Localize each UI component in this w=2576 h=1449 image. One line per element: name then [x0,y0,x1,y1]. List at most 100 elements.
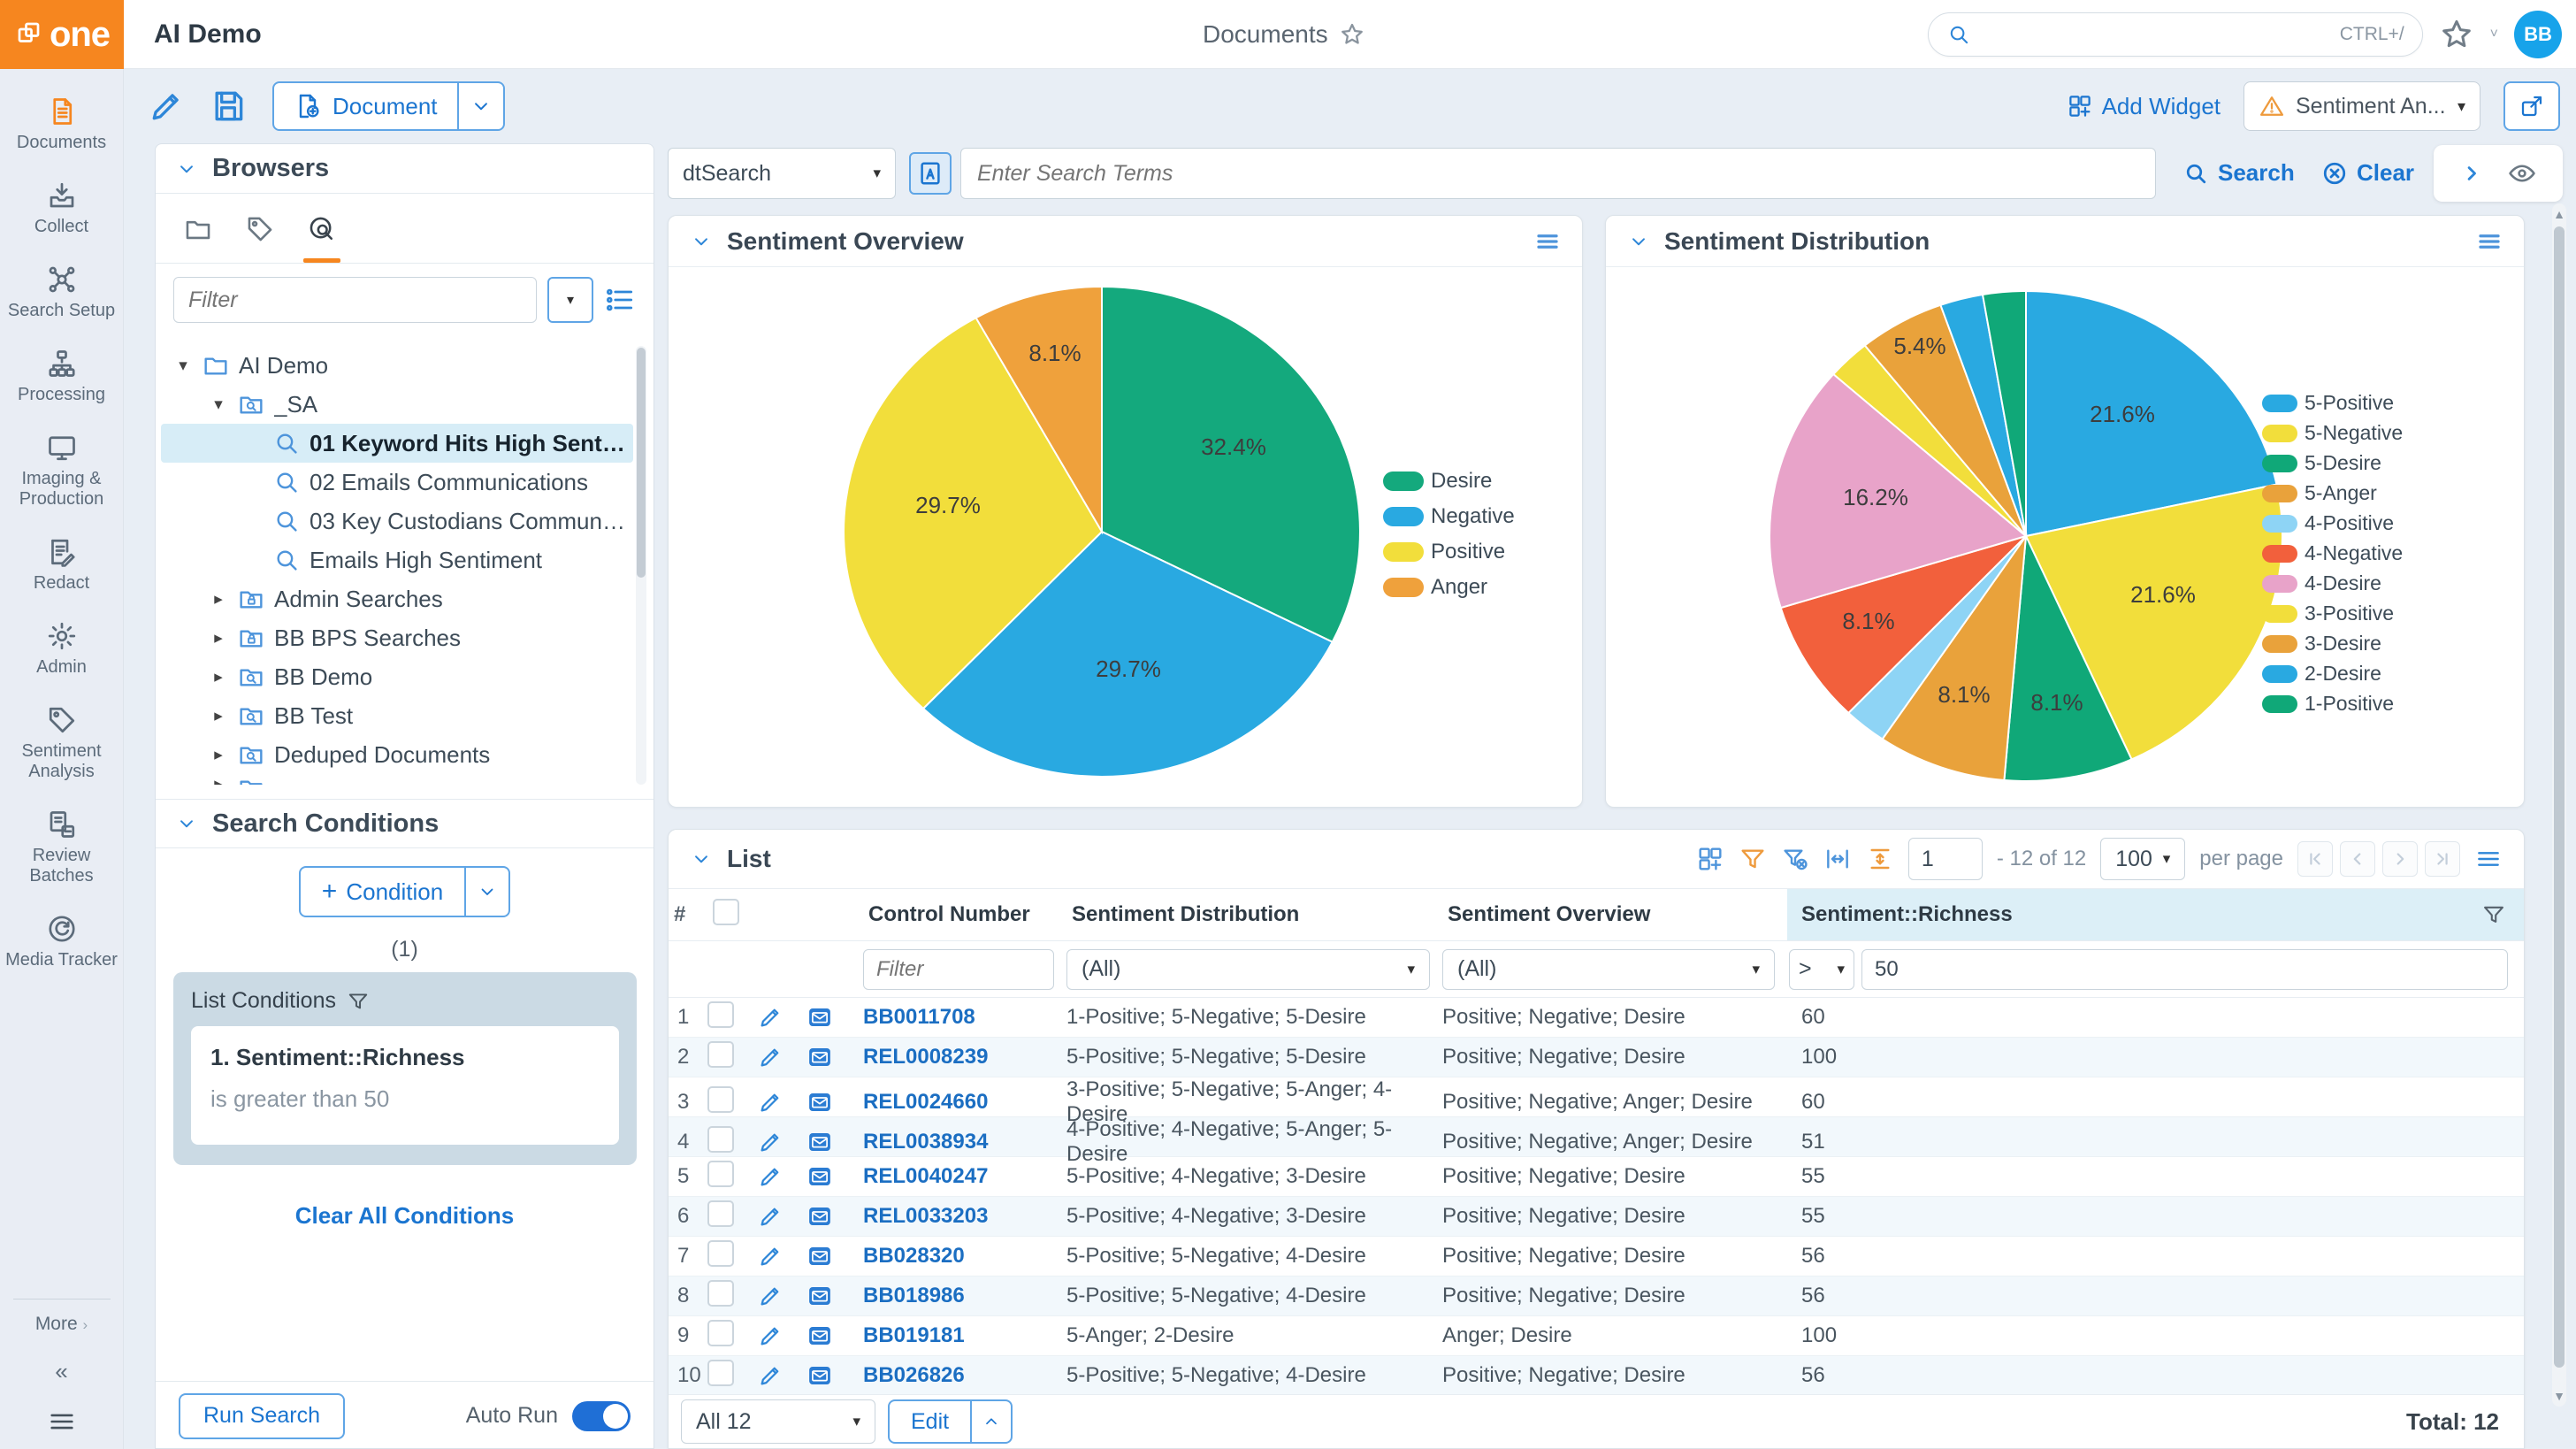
menu-icon[interactable] [47,1407,77,1437]
tree-filter-input[interactable] [173,277,537,323]
fit-height-icon[interactable] [1866,845,1894,873]
app-logo[interactable]: one [0,0,124,69]
column-index[interactable]: # [669,902,707,927]
edit-pencil-icon[interactable] [757,1283,784,1307]
tab-searches[interactable] [306,213,338,245]
edit-button-dropdown[interactable] [970,1401,1011,1442]
panel-menu-icon[interactable] [2476,228,2503,255]
column-control-number[interactable]: Control Number [863,902,1066,927]
run-search-link[interactable]: Search [2182,159,2295,187]
email-icon[interactable] [806,1129,833,1153]
email-icon[interactable] [806,1163,833,1187]
share-button[interactable] [2503,81,2560,131]
email-icon[interactable] [806,1004,833,1028]
document-type-dropdown[interactable] [457,83,503,129]
tree-item-sa[interactable]: ▾_SA [161,385,633,424]
rail-item-admin[interactable]: Admin [4,620,120,678]
main-scrollbar-thumb[interactable] [2554,226,2565,1368]
global-search[interactable]: CTRL+/ [1928,12,2423,57]
search-engine-select[interactable]: dtSearch ▾ [668,148,896,199]
pager-last-button[interactable] [2425,841,2460,877]
legend-item-4-desire[interactable]: 4-Desire [2262,571,2403,595]
legend-item-4-negative[interactable]: 4-Negative [2262,541,2403,565]
richness-operator-select[interactable]: >▾ [1789,949,1854,990]
email-icon[interactable] [806,1044,833,1068]
add-condition-main[interactable]: + Condition [301,868,464,916]
edit-pencil-icon[interactable] [757,1362,784,1386]
control-number-link[interactable]: REL0038934 [863,1130,1066,1154]
edit-pencil-icon[interactable] [147,87,186,126]
rail-item-more[interactable]: More › [35,1314,88,1335]
clear-search-link[interactable]: Clear [2321,159,2414,187]
edit-pencil-icon[interactable] [757,1163,784,1187]
column-sentiment-richness[interactable]: Sentiment::Richness [1787,889,2524,940]
scroll-down-icon[interactable]: ▼ [2552,1389,2566,1403]
edit-pencil-icon[interactable] [757,1243,784,1267]
rail-item-processing[interactable]: Processing [4,348,120,405]
panel-menu-icon[interactable] [1534,228,1561,255]
global-search-input[interactable] [1982,22,2329,47]
row-checkbox[interactable] [707,1280,734,1307]
row-checkbox[interactable] [707,1320,734,1346]
legend-item-negative[interactable]: Negative [1383,504,1515,529]
edit-button-label[interactable]: Edit [890,1401,970,1442]
document-type-main[interactable]: Document [274,83,457,129]
control-number-link[interactable]: REL0008239 [863,1045,1066,1070]
chevron-right-icon[interactable] [2459,161,2484,186]
legend-item-positive[interactable]: Positive [1383,540,1515,564]
main-scrollbar[interactable]: ▲ ▼ [2552,203,2566,1407]
tree-scrollbar[interactable] [636,346,646,785]
control-number-filter-input[interactable] [863,949,1054,990]
legend-item-3-desire[interactable]: 3-Desire [2262,632,2403,656]
row-checkbox[interactable] [707,1360,734,1386]
tree-item-item[interactable]: ▸ [161,774,633,785]
list-settings-icon[interactable] [604,284,636,316]
run-search-button[interactable]: Run Search [179,1393,345,1439]
fit-width-icon[interactable] [1823,845,1852,873]
control-number-link[interactable]: REL0040247 [863,1164,1066,1189]
chevron-down-icon[interactable] [690,847,713,870]
legend-item-2-desire[interactable]: 2-Desire [2262,662,2403,686]
email-icon[interactable] [806,1362,833,1386]
row-checkbox[interactable] [707,1200,734,1227]
legend-item-5-positive[interactable]: 5-Positive [2262,391,2403,415]
collapse-rail-button[interactable]: « [55,1358,67,1385]
rail-item-media-tracker[interactable]: Media Tracker [4,913,120,970]
edit-pencil-icon[interactable] [757,1004,784,1028]
tree-scrollbar-thumb[interactable] [637,348,646,578]
rail-item-documents[interactable]: Documents [4,96,120,153]
edit-pencil-icon[interactable] [757,1129,784,1153]
tree-item-bb-demo[interactable]: ▸BB Demo [161,657,633,696]
caret-right-icon[interactable]: ▸ [209,628,228,648]
rail-item-search-setup[interactable]: Search Setup [4,264,120,321]
email-icon[interactable] [806,1283,833,1307]
caret-right-icon[interactable]: ▸ [209,589,228,610]
edit-pencil-icon[interactable] [757,1203,784,1227]
scroll-up-icon[interactable]: ▲ [2552,207,2566,221]
filter-funnel-icon[interactable] [1739,845,1767,873]
row-checkbox[interactable] [707,1126,734,1153]
list-menu-icon[interactable] [2474,845,2503,873]
document-type-button[interactable]: Document [272,81,505,131]
legend-item-3-positive[interactable]: 3-Positive [2262,602,2403,625]
funnel-icon[interactable] [2481,902,2506,927]
caret-down-icon[interactable]: ▾ [209,395,228,415]
tab-tags[interactable] [244,213,276,245]
control-number-link[interactable]: REL0024660 [863,1090,1066,1115]
filter-dropdown-button[interactable]: ▾ [547,277,593,323]
save-icon[interactable] [209,87,248,126]
auto-run-toggle[interactable] [572,1401,631,1431]
tree-item-bb-test[interactable]: ▸BB Test [161,696,633,735]
widget-grid-icon[interactable] [1696,845,1724,873]
search-conditions-header[interactable]: Search Conditions [156,799,654,848]
sentiment-distribution-header[interactable]: Sentiment Distribution [1606,216,2524,267]
tab-folders[interactable] [182,213,214,245]
sentiment-overview-header[interactable]: Sentiment Overview [669,216,1582,267]
control-number-link[interactable]: BB026826 [863,1363,1066,1388]
row-checkbox[interactable] [707,1240,734,1267]
dictionary-button[interactable] [909,152,952,195]
caret-right-icon[interactable]: ▸ [209,745,228,765]
edit-pencil-icon[interactable] [757,1044,784,1068]
per-page-select[interactable]: 100 ▾ [2100,838,2185,880]
rail-item-imaging-production[interactable]: Imaging & Production [4,432,120,510]
